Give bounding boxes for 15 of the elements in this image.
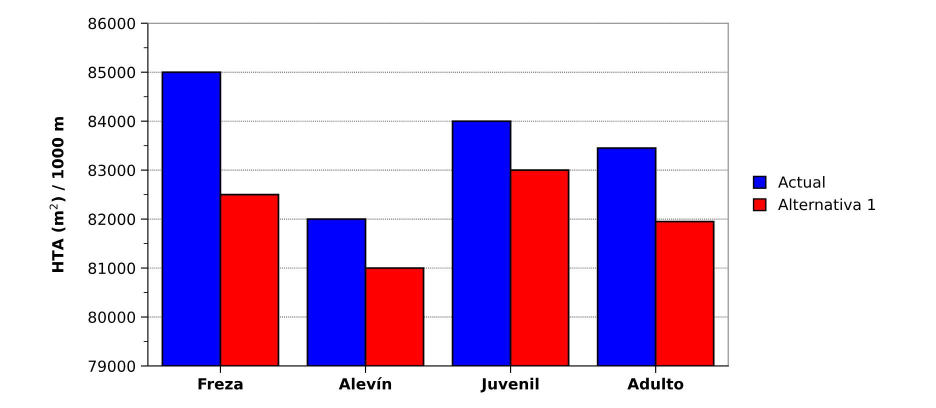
y-tick-label: 82000: [88, 214, 136, 226]
x-tick-label: Juvenil: [480, 378, 538, 392]
x-tick-label: Freza: [198, 378, 243, 390]
legend-label: Actual: [778, 176, 824, 188]
y-tick-label: 81000: [88, 262, 136, 274]
legend-label: Alternativa 1: [778, 198, 875, 210]
x-tick-label: Alevín: [338, 377, 392, 390]
y-tick-label: 86000: [88, 18, 136, 30]
y-tick-label: 85000: [88, 66, 136, 78]
x-tick-label: Adulto: [627, 378, 684, 390]
y-tick-label: 79000: [88, 360, 136, 372]
y-tick-label: 84000: [88, 116, 136, 128]
y-tick-label: 80000: [88, 311, 136, 324]
y-axis-title: HTA (m$^{2}$) / 1000 m: [50, 117, 66, 272]
y-tick-label: 83000: [88, 164, 136, 176]
